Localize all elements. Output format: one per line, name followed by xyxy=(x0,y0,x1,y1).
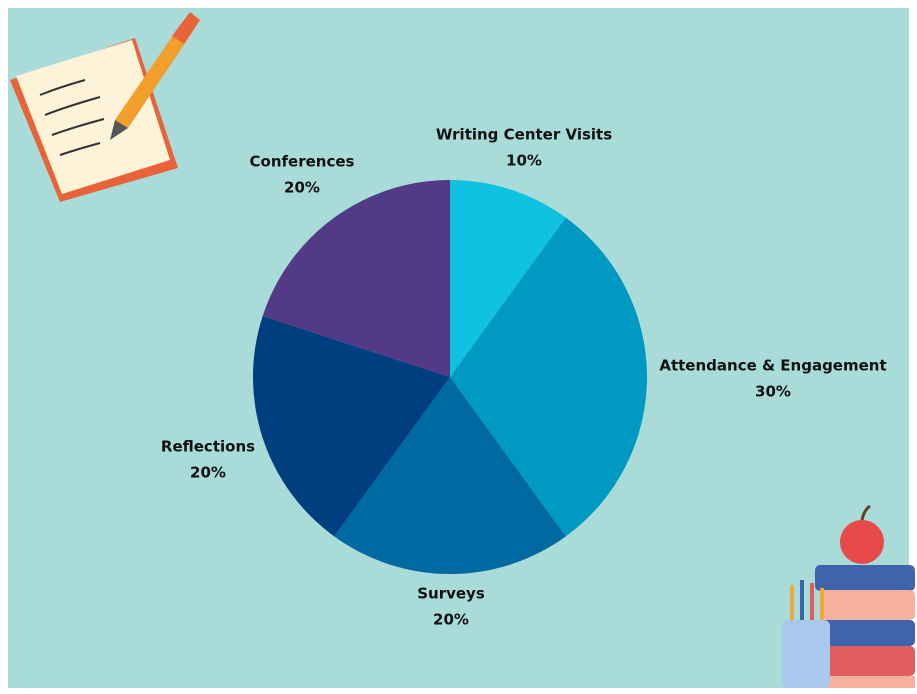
slice-value-label: 30% xyxy=(755,383,791,401)
pie-slice xyxy=(334,377,566,574)
slice-value-label: 10% xyxy=(506,152,542,170)
pie-slice xyxy=(450,180,566,377)
pie-slice xyxy=(450,217,648,537)
pie-slice xyxy=(262,180,450,377)
slice-label: Reflections xyxy=(161,438,255,456)
slice-value-label: 20% xyxy=(190,464,226,482)
notepad-decoration xyxy=(10,12,200,202)
books-decoration xyxy=(782,504,915,688)
slice-label: Attendance & Engagement xyxy=(659,357,886,375)
pie-slice xyxy=(252,316,450,537)
pie xyxy=(252,180,648,574)
slice-label: Surveys xyxy=(417,585,485,603)
slice-value-label: 20% xyxy=(433,611,469,629)
slice-label: Conferences xyxy=(250,153,355,171)
slice-label: Writing Center Visits xyxy=(436,126,612,144)
slice-value-label: 20% xyxy=(284,179,320,197)
